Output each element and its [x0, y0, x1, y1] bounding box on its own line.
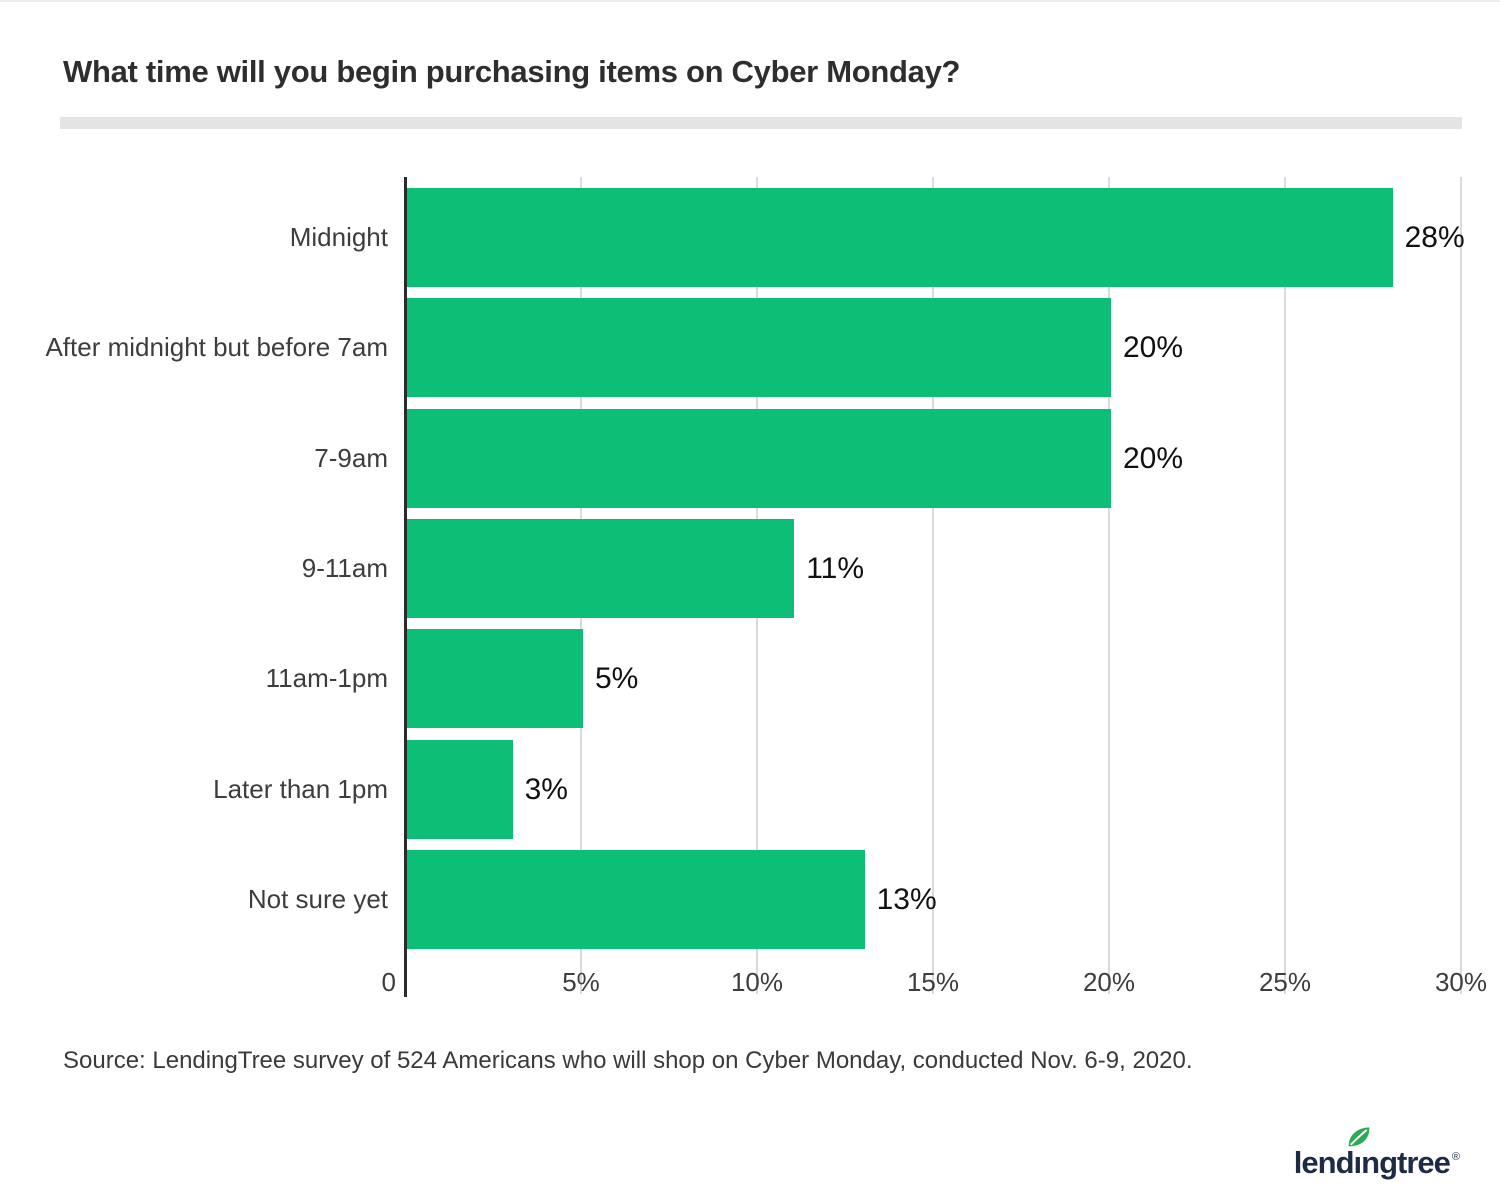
value-label-after-midnight-but-before-7am: 20%: [1123, 331, 1184, 365]
value-label-midnight: 28%: [1404, 221, 1465, 254]
x-tick-25: 25%: [1258, 967, 1312, 997]
logo-text-post: ngtree: [1361, 1145, 1451, 1180]
bar-midnight: [407, 188, 1393, 287]
chart-title: What time will you begin purchasing item…: [63, 54, 961, 89]
category-label-after-midnight-but-before-7am: After midnight but before 7am: [45, 332, 388, 363]
gridline-25: [1284, 177, 1286, 994]
registered-trademark-symbol: ®: [1451, 1151, 1460, 1163]
bar-7-9am: [407, 408, 1111, 508]
category-axis-labels: Midnight After midnight but before 7am 7-9…: [0, 177, 388, 994]
gridline-20: [1108, 177, 1110, 994]
value-label-7-9am: 20%: [1123, 441, 1184, 475]
lendingtree-logo: lendı ngtree ®: [1294, 1127, 1460, 1178]
category-label-not-sure-yet: Not sure yet: [247, 883, 388, 914]
value-label-9-11am: 11%: [806, 551, 865, 585]
category-label-11am-1pm: 11am-1pm: [265, 663, 388, 694]
value-label-not-sure-yet: 13%: [876, 882, 937, 916]
plot-area: 28% 20% 20% 11% 5% 3% 13% 0 5% 10% 15% 20% 25% 30%: [382, 177, 1487, 997]
logo-letter-i: ı: [1348, 1127, 1369, 1180]
category-label-9-11am: 9-11am: [301, 552, 388, 583]
value-label-11am-1pm: 5%: [595, 662, 639, 696]
x-tick-20: 20%: [1082, 967, 1136, 997]
gridline-30: [1460, 177, 1462, 994]
value-label-later-than-1pm: 3%: [524, 772, 568, 806]
logo-text-pre: lend: [1293, 1145, 1355, 1180]
category-label-later-than-1pm: Later than 1pm: [213, 773, 388, 804]
x-tick-30: 30%: [1434, 967, 1488, 997]
bar-not-sure-yet: [407, 849, 865, 949]
gridline-15: [932, 177, 934, 994]
category-label-midnight: Midnight: [289, 222, 388, 252]
x-tick-5: 5%: [562, 967, 600, 997]
title-divider: [60, 117, 1462, 129]
bar-11am-1pm: [407, 629, 583, 729]
x-tick-10: 10%: [730, 967, 784, 997]
source-note: Source: LendingTree survey of 524 Americ…: [63, 1047, 1193, 1074]
bar-9-11am: [407, 518, 795, 618]
leaf-icon: [1345, 1123, 1373, 1147]
bar-after-midnight-but-before-7am: [407, 298, 1111, 398]
x-tick-0: 0: [381, 967, 396, 997]
category-label-7-9am: 7-9am: [314, 442, 388, 473]
logo-wordmark: lendı ngtree: [1293, 1127, 1451, 1180]
y-axis-line: [404, 177, 407, 997]
x-tick-15: 15%: [906, 967, 960, 997]
bar-later-than-1pm: [407, 739, 513, 839]
